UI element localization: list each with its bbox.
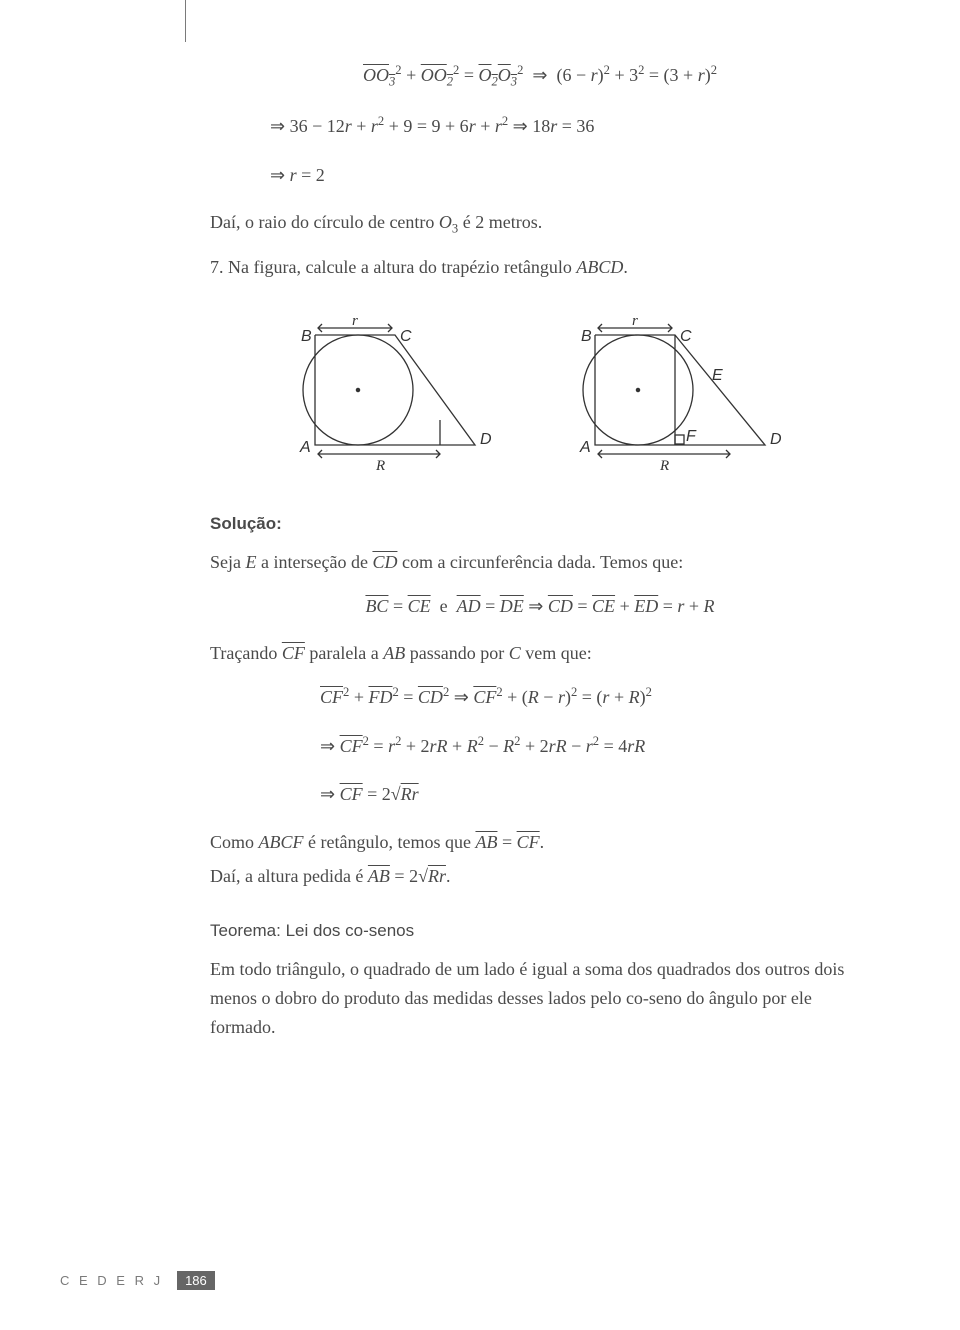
sol-eq-b3: ⇒ CF = 2√Rr [210,779,870,810]
label-F: F [686,428,697,445]
equation-3: ⇒ r = 2 [210,160,870,191]
margin-rule [185,0,186,42]
figure-row: B C A D r R [210,310,870,480]
label-B: B [301,328,312,345]
label-C: C [400,328,412,345]
line-dai: Daí, o raio do círculo de centro O3 é 2 … [210,208,870,239]
equation-1: OO32 + OO22 = O2O32 ⇒ (6 − r)2 + 32 = (3… [210,60,870,93]
figure-right: B C A D E F r R [560,310,800,480]
figure-left: B C A D r R [280,310,510,480]
label-B2: B [581,328,592,345]
label-r-left: r [352,313,358,329]
teorema-heading: Teorema: Lei dos co-senos [210,921,870,941]
sol-eq-b1: CF2 + FD2 = CD2 ⇒ CF2 + (R − r)2 = (r + … [210,682,870,713]
label-A: A [299,439,311,456]
sol-line-3b: Daí, a altura pedida é AB = 2√Rr. [210,862,870,891]
sol-eq-b2: ⇒ CF2 = r2 + 2rR + R2 − R2 + 2rR − r2 = … [210,731,870,762]
equation-2: ⇒ 36 − 12r + r2 + 9 = 9 + 6r + r2 ⇒ 18r … [210,111,870,142]
sol-eq-a: BC = CE e AD = DE ⇒ CD = CE + ED = r + R [210,591,870,622]
label-R-right: R [659,458,669,474]
sol-line-3a: Como ABCF é retângulo, temos que AB = CF… [210,828,870,857]
footer: C E D E R J 186 [60,1271,215,1290]
label-D: D [480,431,492,448]
label-C2: C [680,328,692,345]
label-r-right: r [632,313,638,329]
label-D2: D [770,431,782,448]
label-A2: A [579,439,591,456]
page: OO32 + OO22 = O2O32 ⇒ (6 − r)2 + 32 = (3… [0,0,960,1330]
solucao-heading: Solução: [210,514,870,534]
label-R-left: R [375,458,385,474]
teorema-text: Em todo triângulo, o quadrado de um lado… [210,955,870,1041]
item-7: 7. Na figura, calcule a altura do trapéz… [210,253,870,282]
footer-page: 186 [177,1271,215,1290]
sol-line-1: Seja E a interseção de CD com a circunfe… [210,548,870,577]
label-E: E [712,367,723,384]
sol-line-2: Traçando CF paralela a AB passando por C… [210,639,870,668]
footer-label: C E D E R J [60,1273,163,1288]
